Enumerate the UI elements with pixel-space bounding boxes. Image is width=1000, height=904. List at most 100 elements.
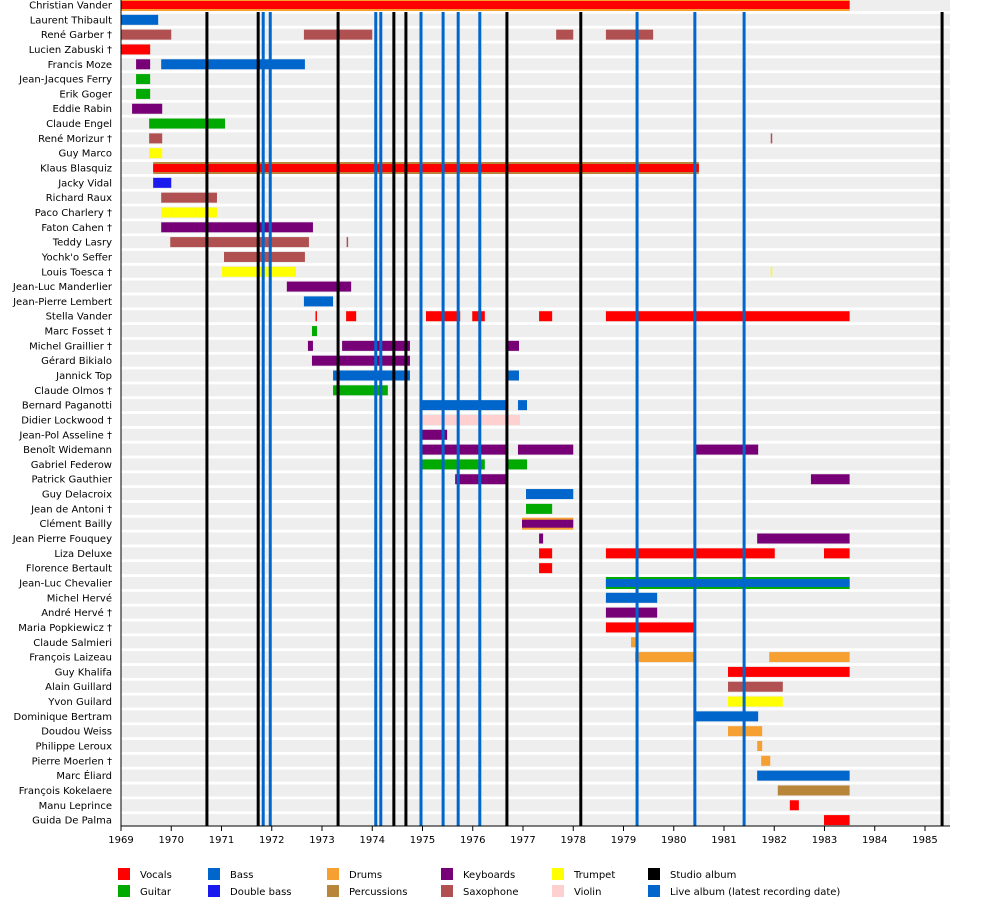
bar-keyboards [311,355,410,366]
live-album-line [478,12,482,826]
bar-drums [631,637,637,648]
row-background [121,13,950,26]
member-name: Manu Leprince [39,801,112,812]
live-album-line [419,12,423,826]
bar-vocals [605,622,696,633]
member-name: Lucien Zabuski † [29,45,112,56]
bar-guitar [149,118,226,129]
member-name: Alain Guillard [45,682,112,693]
x-tick-label: 1982 [762,835,787,846]
legend-label: Bass [230,870,253,881]
row-background [121,680,950,693]
row-background [121,325,950,338]
bar-saxophone [170,237,309,248]
bar-vocals [605,548,775,559]
row-background [121,28,950,41]
bar-guitar [507,459,528,470]
member-name: Claude Salmieri [33,638,112,649]
row-background [121,132,950,145]
member-name: Claude Engel [46,119,112,130]
x-tick-label: 1979 [611,835,636,846]
bar-bass [605,592,658,603]
legend-label: Percussions [349,887,407,898]
row-background [121,621,950,634]
row-background [121,458,950,471]
x-tick-label: 1985 [912,835,937,846]
bar-bass [333,370,410,381]
bar-bass [695,711,759,722]
member-name: Dominique Bertram [14,712,113,723]
member-name: Paco Charlery † [35,208,112,219]
row-background [121,117,950,130]
bar-vocals [539,548,553,559]
legend-label: Double bass [230,887,292,898]
member-name: Guy Delacroix [42,490,112,501]
bar-guitar [333,385,388,396]
x-tick-label: 1976 [460,835,485,846]
studio-album-line [404,12,408,826]
legend-swatch [208,885,220,897]
bar-trumpet [728,696,783,707]
bar-keyboards [420,429,448,440]
legend-label: Trumpet [573,870,615,881]
bar-vocals [728,666,850,677]
bar-bass [303,296,334,307]
bar-saxophone [556,29,574,40]
row-background [121,73,950,86]
studio-album-line [256,12,260,826]
member-name: Stella Vander [46,312,113,323]
member-name: François Laizeau [29,653,112,664]
live-album-line [693,12,697,826]
member-name: Jean de Antoni † [30,504,112,515]
x-tick-label: 1970 [159,835,184,846]
x-tick-label: 1971 [209,835,234,846]
bar-saxophone [346,237,349,248]
bar-saxophone [728,681,783,692]
member-name: Teddy Lasry [52,238,112,249]
row-background [121,399,950,412]
bar-drums [757,741,763,751]
row-background [121,369,950,382]
member-name: François Kokelaere [19,786,112,797]
x-tick-label: 1981 [711,835,736,846]
member-name: Richard Raux [46,193,112,204]
member-name: Marc Fosset † [44,327,112,338]
bar-percussions [777,785,850,796]
bar-bass [420,400,507,411]
member-name: Florence Bertault [26,564,112,575]
member-name: André Hervé † [41,607,112,619]
bar-trumpet [149,148,163,159]
row-background [121,206,950,219]
x-tick-label: 1973 [309,835,334,846]
bar-bass [517,400,528,411]
bar-saxophone [605,29,654,40]
bar-drums [635,652,696,663]
member-name: Christian Vander [29,1,113,12]
member-name: Guida De Palma [32,816,112,827]
legend-label: Vocals [140,870,172,881]
member-name: Maria Popkiewicz † [18,623,112,634]
legend-swatch [118,868,130,880]
bar-vocals [346,311,357,322]
legend-label: Live album (latest recording date) [670,887,840,898]
member-name: Gabriel Federow [31,460,112,471]
member-name: Guy Marco [59,149,112,160]
bar-vocals [153,164,699,173]
legend: Vocals Guitar Bass Double bass Drums Percussi… [118,868,840,898]
member-name: Marc Éliard [56,769,112,782]
bar-bass [161,59,305,70]
bar-trumpet [161,207,217,218]
legend-swatch [552,868,564,880]
bar-keyboards [307,340,313,351]
legend-swatch [648,885,660,897]
member-name: Guy Khalifa [55,667,112,678]
row-background [121,725,950,738]
bar-keyboards [517,444,574,455]
member-name: Francis Moze [48,60,112,71]
live-album-line [441,12,445,826]
x-tick-label: 1972 [259,835,284,846]
bar-drums [761,755,771,766]
legend-swatch [327,868,339,880]
member-name: Yvon Guilard [47,697,112,708]
